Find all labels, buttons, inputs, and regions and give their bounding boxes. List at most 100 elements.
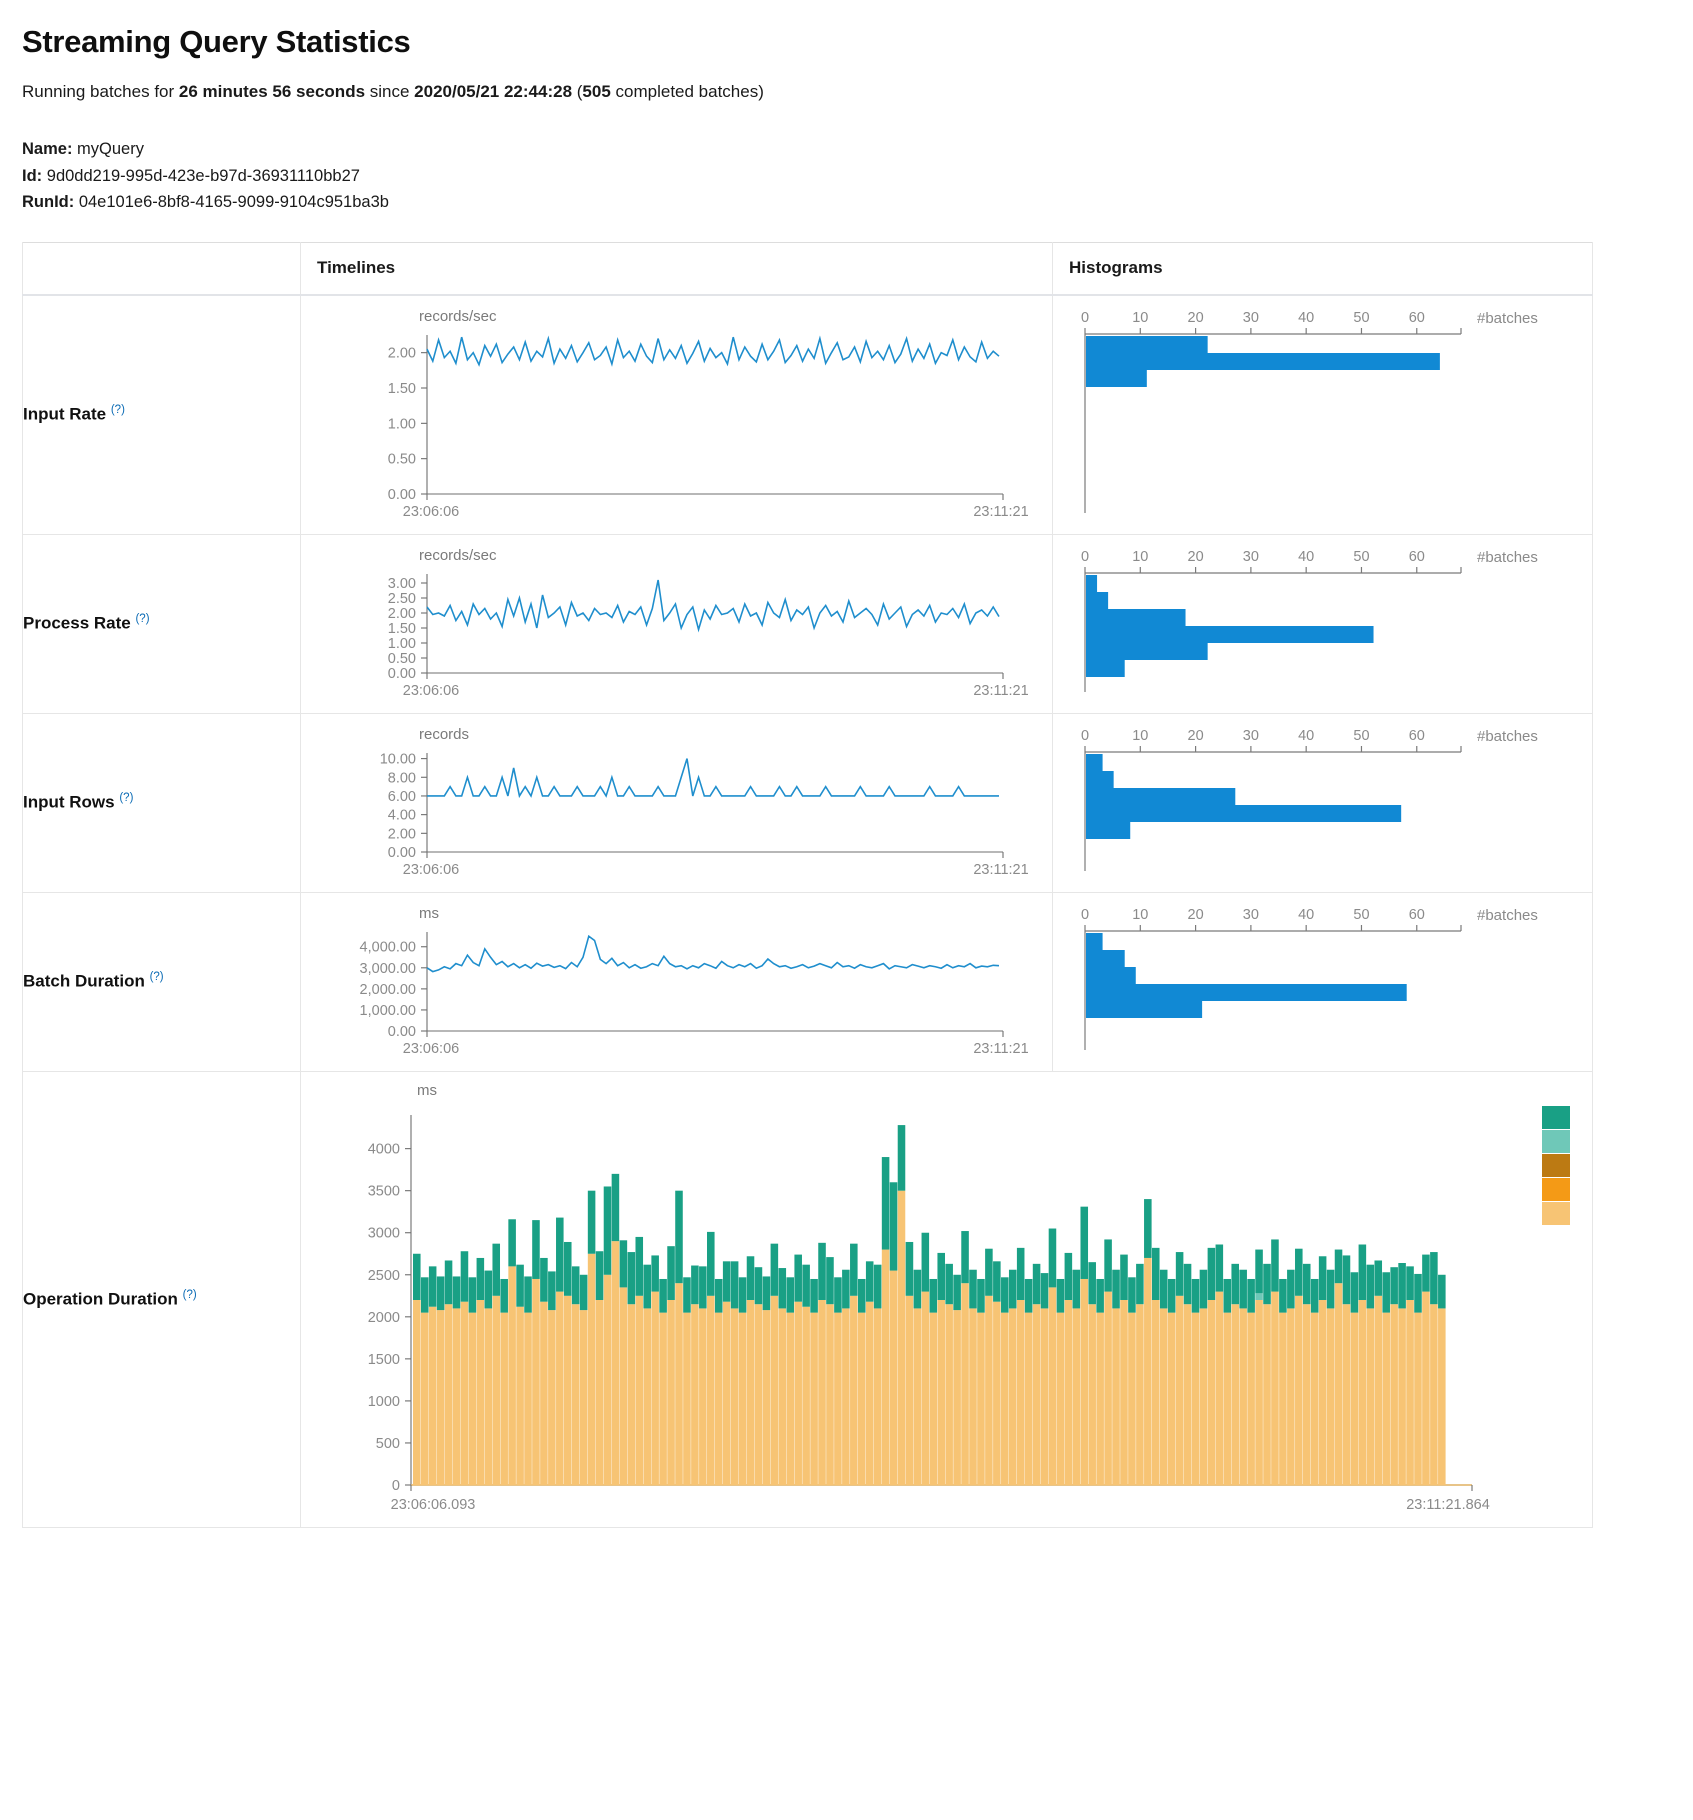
operation-duration-cell: ms 0 500 1000 1500 2000 2500 3000 3500 4000 23:06:…	[300, 1071, 1593, 1528]
meta-name-line: Name: myQuery	[22, 136, 1671, 163]
svg-text:3000: 3000	[368, 1225, 400, 1241]
legend-swatch-4[interactable]	[1542, 1201, 1570, 1226]
histogram-cell: 0 10 20 30 40 50 60 #batches	[1052, 534, 1593, 714]
svg-text:3,000.00: 3,000.00	[360, 960, 416, 976]
svg-text:0.00: 0.00	[388, 845, 416, 861]
help-icon[interactable]: (?)	[119, 792, 134, 805]
svg-text:23:11:21: 23:11:21	[973, 683, 1028, 699]
svg-text:40: 40	[1298, 907, 1314, 923]
operation-duration-chart[interactable]: 0 500 1000 1500 2000 2500 3000 3500 4000 23:06:06…	[307, 1101, 1582, 1521]
timeline-chart[interactable]: 0.00 0.50 1.00 1.50 2.00 23:06:06 23:11:21	[309, 327, 1044, 524]
svg-text:40: 40	[1298, 549, 1314, 565]
svg-text:10: 10	[1132, 907, 1148, 923]
row-label-text: Operation Duration	[23, 1289, 178, 1309]
table-header-row: Timelines Histograms	[22, 242, 1593, 296]
timeline-chart[interactable]: 0.00 1,000.00 2,000.00 3,000.00 4,000.00 23:0…	[309, 924, 1044, 1061]
svg-text:50: 50	[1353, 549, 1369, 565]
timeline-cell: records/sec 0.00 0.50 1.00 1.50 2.00 23:06:06 2…	[300, 294, 1053, 535]
histogram-cell: 0 10 20 30 40 50 60 #batches	[1052, 713, 1593, 893]
help-icon[interactable]: (?)	[182, 1288, 197, 1301]
timeline-unit-label: records	[419, 725, 470, 743]
svg-text:3500: 3500	[368, 1183, 400, 1199]
table-row: Input Rate (?) records/sec 0.00 0.50 1.00 1.5…	[22, 294, 1593, 535]
histogram-chart[interactable]: 0 10 20 30 40 50 60 #batches	[1061, 905, 1584, 1060]
meta-name-value: myQuery	[77, 140, 144, 158]
svg-text:10: 10	[1132, 310, 1148, 326]
svg-text:23:11:21: 23:11:21	[973, 862, 1028, 878]
meta-runid-line: RunId: 04e101e6-8bf8-4165-9099-9104c951b…	[22, 189, 1671, 216]
help-icon[interactable]: (?)	[135, 613, 150, 626]
svg-text:0: 0	[392, 1478, 400, 1494]
svg-text:2500: 2500	[368, 1267, 400, 1283]
legend-swatch-0[interactable]	[1542, 1105, 1570, 1130]
svg-text:30: 30	[1243, 549, 1259, 565]
legend-swatch-3[interactable]	[1542, 1177, 1570, 1202]
table-row: Process Rate (?) records/sec 0.00 0.50 1.00 1…	[22, 534, 1593, 714]
query-metadata: Name: myQuery Id: 9d0dd219-995d-423e-b97…	[22, 136, 1671, 216]
table-row: Input Rows (?) records 0.00 2.00 4.00 6.00 8.0…	[22, 713, 1593, 893]
svg-text:8.00: 8.00	[388, 770, 416, 786]
svg-text:2.50: 2.50	[388, 591, 416, 607]
row-label-text: Input Rate	[23, 404, 107, 424]
svg-text:1.50: 1.50	[388, 621, 416, 637]
svg-text:6.00: 6.00	[388, 789, 416, 805]
svg-text:2.00: 2.00	[388, 345, 416, 361]
svg-text:23:06:06: 23:06:06	[403, 683, 459, 699]
subtitle-prefix: Running batches for	[22, 82, 179, 101]
svg-text:2.00: 2.00	[388, 826, 416, 842]
svg-text:23:11:21: 23:11:21	[973, 1041, 1028, 1057]
svg-text:4000: 4000	[368, 1141, 400, 1157]
svg-text:#batches: #batches	[1477, 907, 1538, 924]
table-row: Batch Duration (?) ms 0.00 1,000.00 2,000.00…	[22, 892, 1593, 1072]
subtitle-since: since	[365, 82, 415, 101]
svg-text:50: 50	[1353, 310, 1369, 326]
row-label-text: Process Rate	[23, 613, 131, 633]
row-label-text: Batch Duration	[23, 971, 145, 991]
svg-text:30: 30	[1243, 907, 1259, 923]
svg-text:50: 50	[1353, 907, 1369, 923]
meta-id-line: Id: 9d0dd219-995d-423e-b97d-36931110bb27	[22, 163, 1671, 190]
histogram-chart[interactable]: 0 10 20 30 40 50 60 #batches	[1061, 726, 1584, 881]
svg-text:40: 40	[1298, 310, 1314, 326]
timeline-chart[interactable]: 0.00 2.00 4.00 6.00 8.00 10.00 23:06:06 23:11:2…	[309, 745, 1044, 882]
svg-text:40: 40	[1298, 728, 1314, 744]
table-body: Input Rate (?) records/sec 0.00 0.50 1.00 1.5…	[22, 294, 1593, 1528]
help-icon[interactable]: (?)	[110, 404, 125, 417]
page-title: Streaming Query Statistics	[22, 24, 411, 59]
legend-swatch-1[interactable]	[1542, 1129, 1570, 1154]
svg-text:20: 20	[1188, 907, 1204, 923]
help-icon[interactable]: (?)	[149, 971, 164, 984]
timeline-unit-label: records/sec	[419, 307, 497, 325]
svg-text:1.00: 1.00	[388, 416, 416, 432]
svg-text:23:06:06: 23:06:06	[403, 862, 459, 878]
timeline-unit-label: records/sec	[419, 546, 497, 564]
svg-text:23:06:06: 23:06:06	[403, 1041, 459, 1057]
svg-text:#batches: #batches	[1477, 310, 1538, 327]
meta-name-label: Name:	[22, 140, 73, 158]
svg-text:4.00: 4.00	[388, 807, 416, 823]
svg-text:10: 10	[1132, 728, 1148, 744]
svg-text:#batches: #batches	[1477, 549, 1538, 566]
svg-text:20: 20	[1188, 549, 1204, 565]
svg-text:3.00: 3.00	[388, 576, 416, 592]
subtitle-start-time: 2020/05/21 22:44:28	[414, 82, 573, 101]
operation-duration-legend	[1542, 1105, 1570, 1226]
histogram-chart[interactable]: 0 10 20 30 40 50 60 #batches	[1061, 308, 1584, 523]
histogram-chart[interactable]: 0 10 20 30 40 50 60 #batches	[1061, 547, 1584, 702]
legend-swatch-2[interactable]	[1542, 1153, 1570, 1178]
svg-text:23:11:21.864: 23:11:21.864	[1406, 1497, 1490, 1513]
svg-text:23:11:21: 23:11:21	[973, 504, 1028, 520]
timeline-chart[interactable]: 0.00 0.50 1.00 1.50 2.00 2.50 3.00 23:06:06 23:1…	[309, 566, 1044, 703]
svg-text:30: 30	[1243, 310, 1259, 326]
timeline-cell: records/sec 0.00 0.50 1.00 1.50 2.00 2.50 3.00 2…	[300, 534, 1053, 714]
meta-id-value: 9d0dd219-995d-423e-b97d-36931110bb27	[46, 166, 360, 185]
row-label-input-rate: Input Rate (?)	[22, 294, 301, 535]
header-histograms: Histograms	[1052, 242, 1593, 296]
timeline-unit-label: ms	[419, 904, 439, 922]
svg-text:20: 20	[1188, 310, 1204, 326]
timeline-cell: ms 0.00 1,000.00 2,000.00 3,000.00 4,000.00 23…	[300, 892, 1053, 1072]
meta-id-label: Id:	[22, 166, 43, 185]
svg-text:0: 0	[1081, 549, 1089, 565]
svg-text:0.00: 0.00	[388, 1024, 416, 1040]
svg-text:4,000.00: 4,000.00	[360, 939, 416, 955]
